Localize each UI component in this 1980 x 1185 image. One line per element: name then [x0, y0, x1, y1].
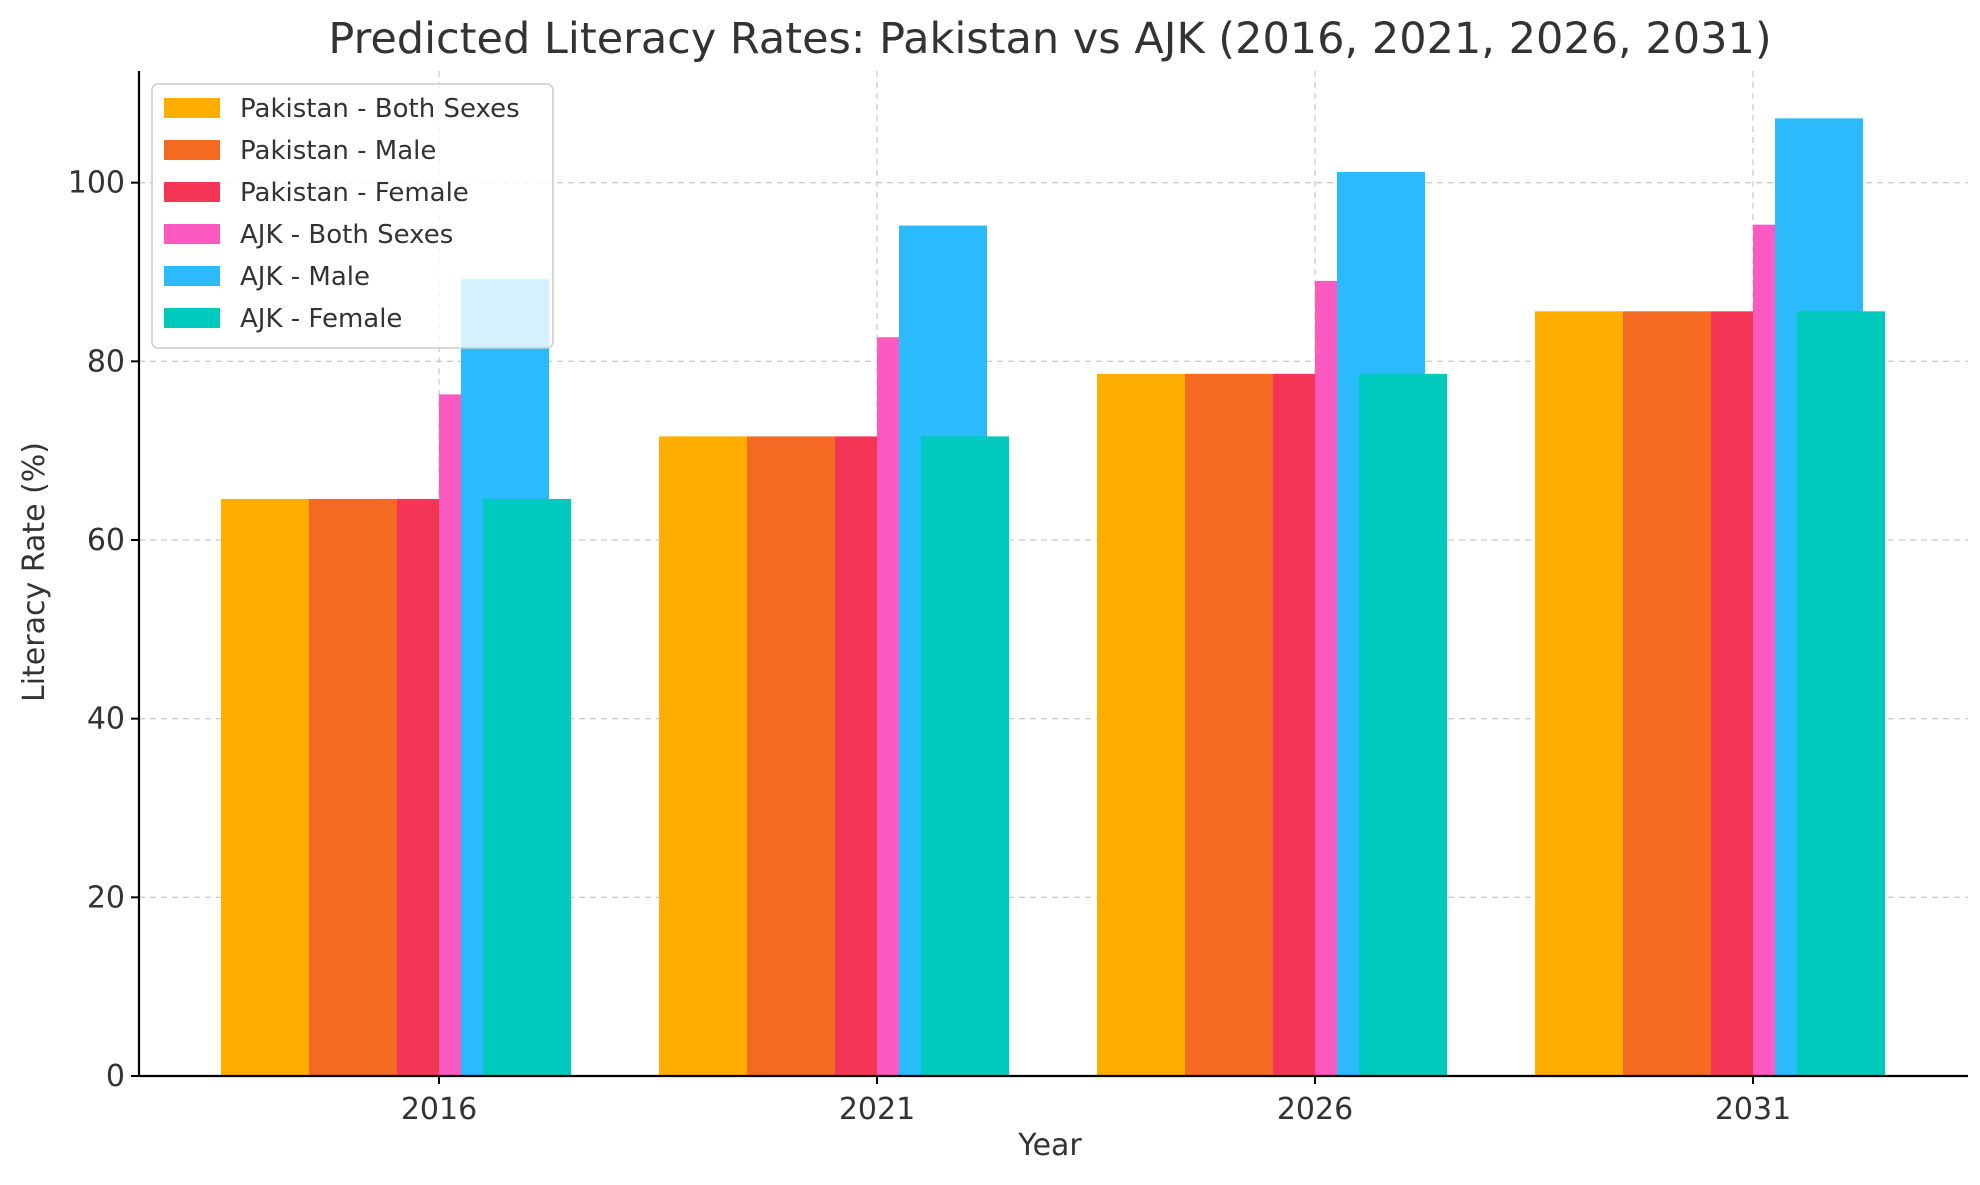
- legend-swatch: [164, 308, 220, 328]
- bar-ajk-female-2031: [1797, 311, 1885, 1077]
- legend: Pakistan - Both Sexes Pakistan - Male Paki…: [151, 83, 554, 349]
- legend-swatch: [164, 266, 220, 286]
- legend-label: AJK - Male: [240, 262, 370, 292]
- bar-pakistan-both-sexes-2031: [1535, 311, 1623, 1077]
- legend-swatch: [164, 98, 220, 118]
- y-axis-title: Literacy Rate (%): [17, 442, 52, 702]
- x-tick-label: 2031: [1715, 1092, 1791, 1127]
- legend-swatch: [164, 182, 220, 202]
- y-tick-label: 80: [87, 344, 125, 379]
- x-axis-title: Year: [1017, 1128, 1082, 1163]
- legend-label: AJK - Female: [240, 304, 402, 334]
- legend-swatch: [164, 140, 220, 160]
- bar-pakistan-both-sexes-2021: [659, 436, 747, 1077]
- bars: [221, 118, 1885, 1077]
- bar-pakistan-both-sexes-2026: [1097, 373, 1185, 1077]
- y-tick-label: 100: [68, 166, 125, 201]
- y-tick-label: 60: [87, 523, 125, 558]
- legend-label: Pakistan - Male: [240, 136, 436, 166]
- chart-title: Predicted Literacy Rates: Pakistan vs AJ…: [328, 14, 1771, 64]
- legend-frame: [151, 83, 554, 349]
- bar-ajk-female-2021: [921, 436, 1009, 1077]
- x-tick-label: 2026: [1277, 1092, 1353, 1127]
- x-tick-label: 2016: [401, 1092, 477, 1127]
- legend-label: Pakistan - Both Sexes: [240, 94, 520, 124]
- axes: 0 20 40 60 80 100 2016 2021 2026 2031: [68, 71, 1968, 1127]
- y-tick-label: 0: [106, 1059, 125, 1094]
- legend-swatch: [164, 224, 220, 244]
- bar-ajk-female-2026: [1359, 373, 1447, 1077]
- legend-label: Pakistan - Female: [240, 178, 469, 208]
- bar-ajk-female-2016: [483, 498, 571, 1076]
- y-tick-label: 20: [87, 880, 125, 915]
- y-tick-label: 40: [87, 702, 125, 737]
- bar-pakistan-male-2026: [1185, 373, 1273, 1077]
- x-tick-label: 2021: [839, 1092, 915, 1127]
- bar-pakistan-male-2021: [747, 436, 835, 1077]
- bar-pakistan-both-sexes-2016: [221, 498, 309, 1076]
- bar-pakistan-male-2031: [1623, 311, 1711, 1077]
- bar-pakistan-male-2016: [309, 498, 397, 1076]
- legend-label: AJK - Both Sexes: [240, 220, 453, 250]
